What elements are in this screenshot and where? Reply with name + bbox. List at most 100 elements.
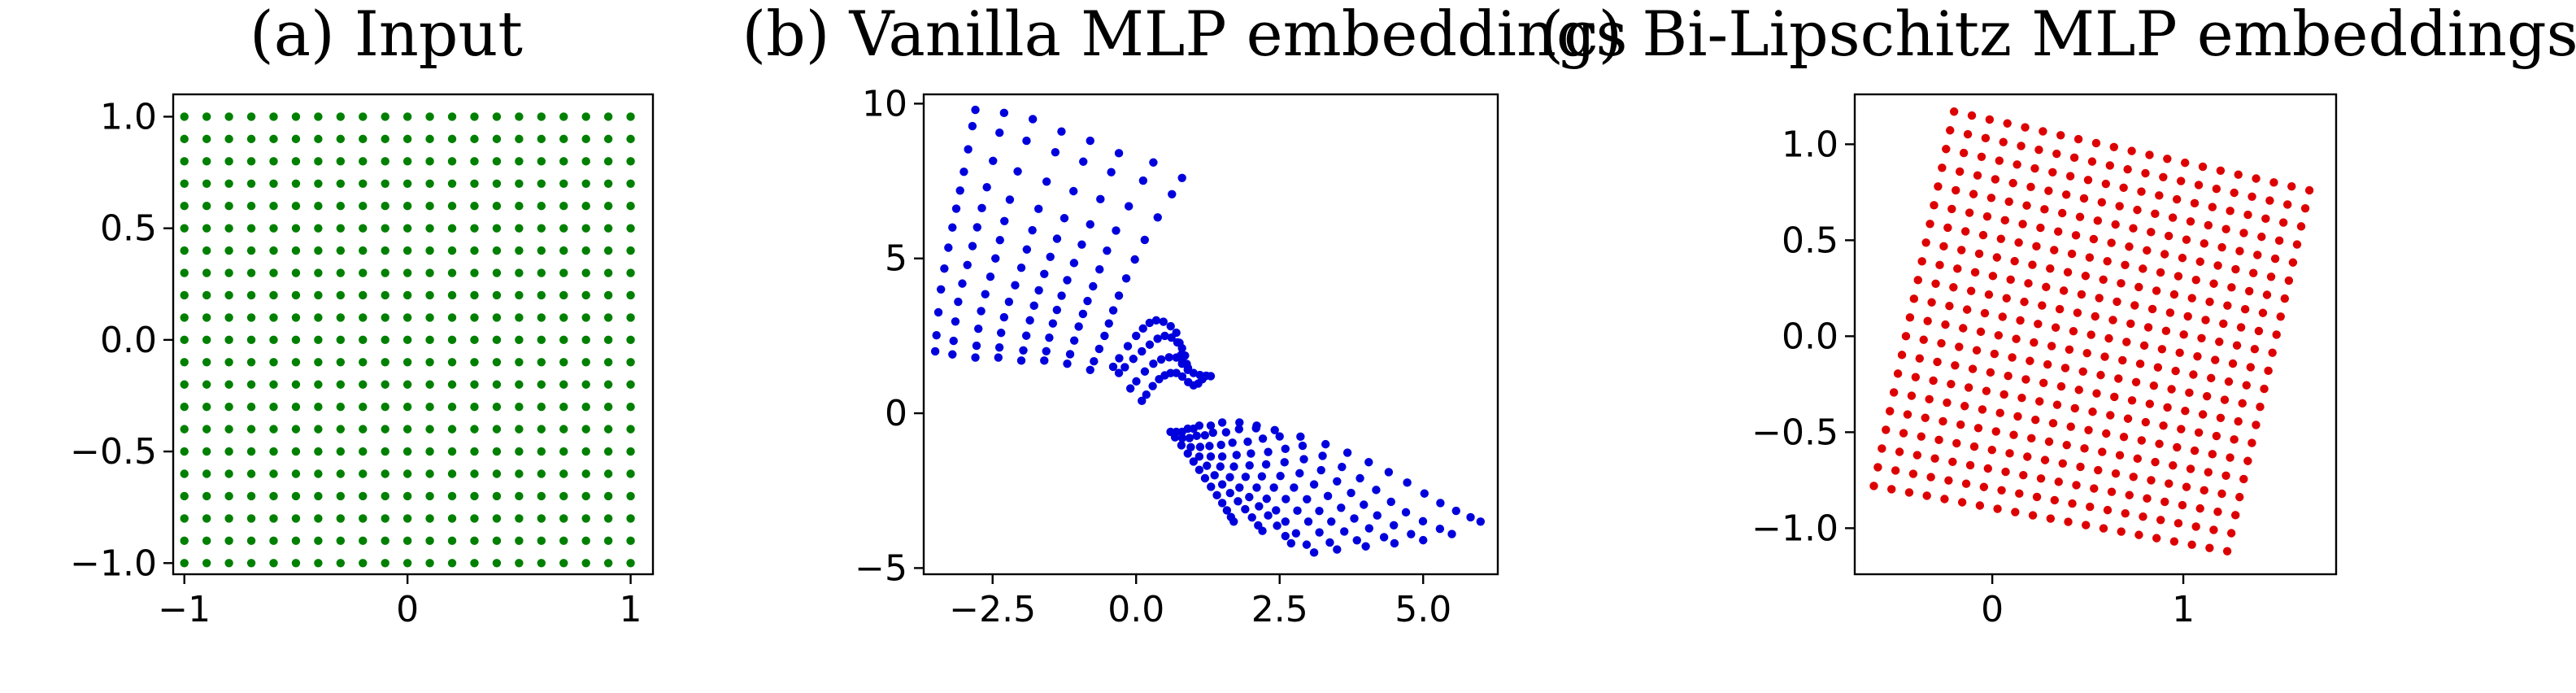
data-point <box>1401 508 1411 517</box>
data-point <box>246 358 256 367</box>
data-point <box>1172 353 1181 362</box>
data-point <box>2284 276 2294 285</box>
data-point <box>180 179 189 188</box>
data-point <box>1309 480 1319 489</box>
data-point <box>2292 240 2302 249</box>
data-point <box>402 469 412 478</box>
data-point <box>359 491 368 501</box>
data-point <box>2021 375 2030 384</box>
data-point <box>2086 330 2095 339</box>
data-point <box>1217 499 1227 508</box>
data-point <box>2209 525 2218 534</box>
data-point <box>447 246 457 255</box>
data-point <box>1949 283 1958 292</box>
data-point <box>1281 444 1290 454</box>
data-point <box>559 491 568 501</box>
data-point <box>1420 489 1429 498</box>
data-point <box>336 514 346 523</box>
data-point <box>603 380 613 389</box>
data-point <box>1028 225 1037 235</box>
data-point <box>2129 473 2138 482</box>
data-point <box>964 145 973 154</box>
data-point <box>1235 483 1244 492</box>
data-point <box>291 559 301 568</box>
data-point <box>2137 187 2146 196</box>
data-point <box>2243 210 2252 220</box>
data-point <box>559 202 568 211</box>
data-point <box>581 290 590 300</box>
data-point <box>447 380 457 389</box>
data-point <box>1965 460 1975 470</box>
data-point <box>1361 542 1370 551</box>
data-point <box>2178 253 2187 263</box>
data-point <box>202 425 211 434</box>
data-point <box>1930 454 1939 463</box>
data-point <box>1878 444 1886 453</box>
data-point <box>2219 319 2228 329</box>
data-point <box>2010 256 2019 266</box>
data-point <box>269 202 278 211</box>
data-point <box>470 402 479 412</box>
data-point <box>269 536 278 546</box>
data-point <box>246 224 256 233</box>
data-point <box>202 112 211 121</box>
data-point <box>1946 126 1955 135</box>
data-point <box>581 469 590 478</box>
y-tick-label: −0.5 <box>70 431 157 473</box>
data-point <box>2157 345 2167 354</box>
data-point <box>2047 342 2056 351</box>
data-point <box>425 179 434 188</box>
data-point <box>359 112 368 121</box>
data-point <box>2226 453 2234 462</box>
data-point <box>2164 231 2174 241</box>
data-point <box>1241 473 1251 482</box>
data-point <box>1291 529 1301 538</box>
data-point <box>1969 190 1978 198</box>
data-point <box>2129 224 2138 233</box>
data-point <box>2211 355 2220 364</box>
data-point <box>515 179 524 188</box>
data-point <box>314 491 323 501</box>
data-point <box>269 469 278 478</box>
data-point <box>2076 462 2085 472</box>
data-point <box>381 112 389 121</box>
data-point <box>224 268 233 277</box>
data-point <box>2111 469 2121 478</box>
data-point <box>1140 367 1150 376</box>
data-point <box>291 335 301 345</box>
data-point <box>1960 227 1970 236</box>
data-point <box>2017 394 2026 403</box>
data-point <box>2028 260 2037 269</box>
data-point <box>1325 538 1334 547</box>
data-point <box>359 246 368 255</box>
data-point <box>291 358 301 367</box>
data-point <box>2121 260 2130 269</box>
data-point <box>2018 220 2027 229</box>
data-point <box>1937 338 1946 348</box>
data-point <box>447 514 457 523</box>
data-point <box>1185 434 1194 442</box>
y-tick-label: −0.5 <box>1751 412 1838 453</box>
data-point <box>1123 342 1133 351</box>
data-point <box>2195 257 2204 266</box>
data-point <box>2091 312 2100 321</box>
data-point <box>515 447 524 456</box>
data-point <box>2070 403 2079 413</box>
data-point <box>470 202 479 211</box>
data-point <box>1235 418 1244 427</box>
data-point <box>2108 316 2117 325</box>
data-point <box>626 313 635 322</box>
data-point <box>559 559 568 568</box>
data-point <box>559 246 568 255</box>
data-point <box>1245 460 1254 470</box>
data-point <box>2194 181 2204 190</box>
data-point <box>515 268 524 277</box>
data-point <box>2177 425 2186 434</box>
data-point <box>1286 538 1296 548</box>
data-point <box>2212 431 2221 441</box>
data-point <box>1160 331 1169 341</box>
data-point <box>948 350 957 359</box>
data-point <box>180 358 189 367</box>
data-point <box>1986 368 1995 377</box>
data-point <box>2200 486 2208 495</box>
